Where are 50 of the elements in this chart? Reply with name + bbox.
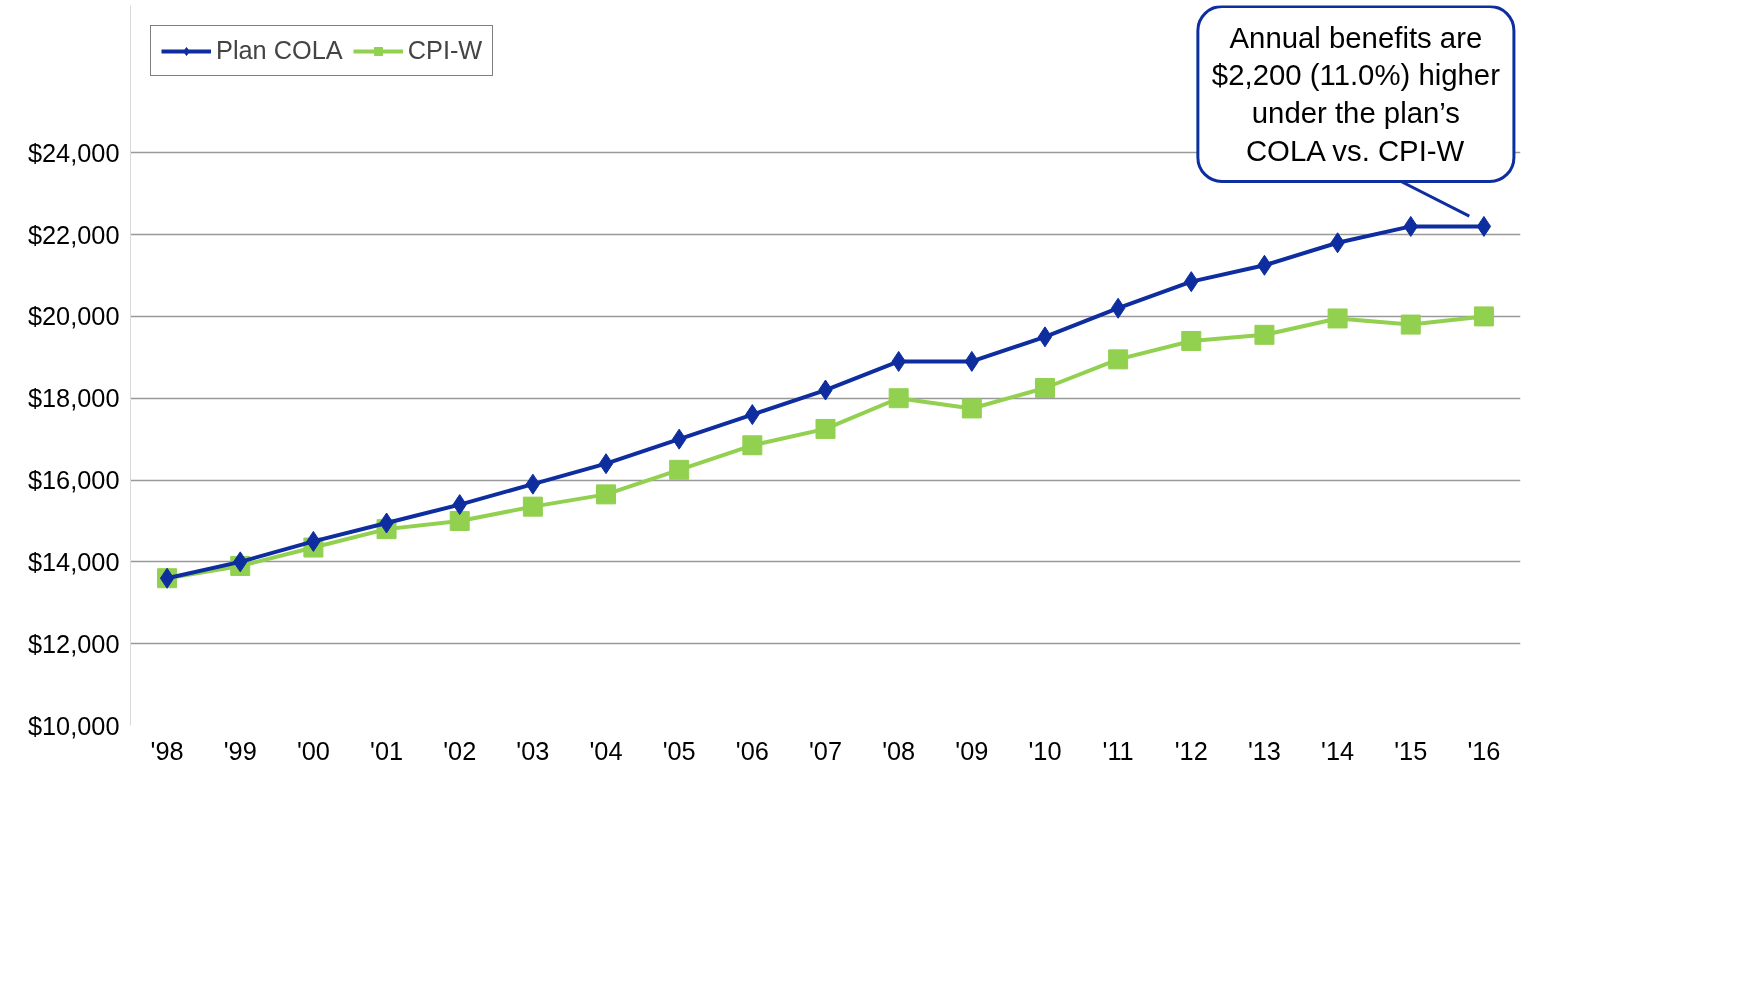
point: [961, 398, 982, 419]
x-tick-label: '09: [955, 736, 989, 765]
point: [742, 435, 763, 456]
point: [598, 453, 614, 475]
point: [596, 484, 617, 505]
point: [1108, 349, 1129, 370]
point: [1037, 326, 1053, 348]
point: [1400, 314, 1421, 335]
point: [449, 510, 470, 531]
point: [1476, 215, 1492, 237]
point: [522, 496, 543, 517]
x-tick-label: '11: [1102, 736, 1134, 765]
x-tick-label: '07: [809, 736, 843, 765]
x-tick-label: '13: [1247, 736, 1281, 765]
x-tick-label: '05: [662, 736, 696, 765]
x-tick-label: '08: [882, 736, 916, 765]
x-tick-label: '03: [516, 736, 550, 765]
x-tick-label: '15: [1394, 736, 1428, 765]
y-tick-label: $12,000: [27, 629, 120, 658]
point: [1110, 297, 1126, 319]
y-tick-label: $18,000: [27, 384, 120, 413]
y-tick-label: $16,000: [27, 466, 120, 495]
legend-label: Plan COLA: [216, 36, 343, 65]
x-tick-label: '12: [1174, 736, 1208, 765]
point: [1327, 308, 1348, 329]
x-tick-label: '98: [150, 736, 184, 765]
y-tick-label: $22,000: [27, 220, 120, 249]
point: [1473, 306, 1494, 327]
x-tick-label: '10: [1028, 736, 1062, 765]
point: [1181, 330, 1202, 351]
y-tick-label: $20,000: [27, 302, 120, 331]
point: [1034, 378, 1055, 398]
x-tick-label: '01: [370, 736, 404, 765]
point: [815, 418, 836, 439]
x-tick-label: '14: [1321, 736, 1355, 765]
x-tick-label: '00: [296, 736, 330, 765]
point: [669, 459, 690, 480]
point: [1254, 324, 1275, 345]
annotation: Annual benefits are $2,200 (11.0%) higher under the plan’s COLA vs. CPI-W: [1211, 20, 1501, 168]
y-tick-label: $24,000: [27, 138, 120, 167]
point: [888, 388, 909, 409]
legend-label: CPI-W: [407, 36, 483, 65]
point: [525, 473, 541, 495]
x-tick-label: '04: [589, 736, 623, 765]
y-tick-label: $14,000: [27, 547, 120, 576]
x-tick-label: '02: [443, 736, 477, 765]
y-tick-label: $10,000: [27, 711, 120, 740]
x-tick-label: '16: [1467, 736, 1501, 765]
x-tick-label: '06: [735, 736, 769, 765]
x-tick-label: '99: [223, 736, 257, 765]
